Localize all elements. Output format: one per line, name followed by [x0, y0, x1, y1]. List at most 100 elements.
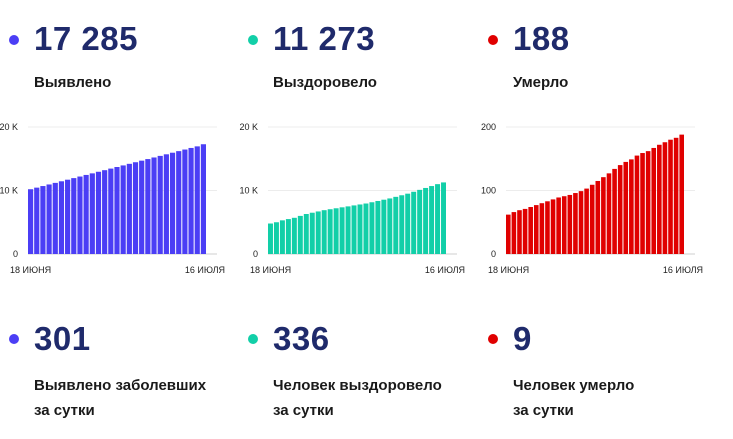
detected-bar	[169, 152, 176, 254]
died-bar	[640, 153, 645, 254]
recovered-bar	[351, 205, 357, 254]
died-bar	[634, 155, 640, 254]
recovered-x-start-label: 18 ИЮНЯ	[250, 265, 291, 275]
recovered-bar	[375, 200, 381, 254]
detected-bar	[151, 157, 157, 254]
died-bar	[556, 197, 561, 254]
died-bar	[550, 199, 556, 254]
detected-bar	[163, 154, 169, 254]
detected-bar	[114, 167, 120, 254]
recovered-bar	[327, 209, 333, 254]
died-bar	[589, 184, 595, 254]
detected-bar	[83, 174, 89, 254]
recovered-bar	[387, 198, 393, 254]
recovered-bar	[273, 222, 279, 254]
died-bar	[606, 173, 612, 254]
daily-detected-line1: Выявлено заболевших	[34, 377, 207, 394]
died-bar	[539, 203, 545, 254]
recovered-bar	[363, 203, 369, 254]
detected-x-start-label: 18 ИЮНЯ	[10, 265, 51, 275]
detected-bar	[95, 171, 102, 254]
detected-bar	[108, 168, 114, 254]
recovered-bar	[429, 186, 435, 254]
recovered-label: Выздоровело	[273, 74, 377, 91]
died-bar	[645, 151, 651, 254]
daily-detected-dot	[9, 334, 19, 344]
recovered-bar	[411, 191, 417, 254]
recovered-bar	[381, 199, 387, 254]
detected-bar	[34, 187, 40, 254]
died-bar	[629, 159, 634, 254]
recovered-bar	[393, 196, 399, 254]
daily-died-value: 9	[513, 320, 532, 357]
recovered-bar	[297, 215, 303, 254]
died-bar	[578, 191, 584, 254]
died-bar	[679, 134, 684, 254]
recovered-ytick-label: 10 K	[239, 186, 258, 196]
daily-detected-label: Выявлено заболевших за сутки	[34, 373, 206, 423]
recovered-bar	[399, 195, 405, 254]
detected-ytick-label: 10 K	[0, 186, 18, 196]
detected-bar	[40, 186, 46, 254]
daily-detected-line2: за сутки	[34, 402, 95, 419]
detected-bar	[176, 151, 182, 254]
recovered-bar	[345, 206, 351, 255]
detected-bar	[58, 181, 65, 254]
died-ytick-label: 200	[481, 122, 496, 132]
recovered-dot	[248, 35, 258, 45]
detected-bar	[77, 176, 83, 254]
died-bar	[595, 180, 601, 254]
died-bar	[623, 161, 629, 254]
died-bar	[567, 194, 573, 254]
recovered-chart: 0 10 K 20 K 18 ИЮНЯ 16 ИЮЛЯ	[239, 122, 465, 275]
detected-bar	[52, 182, 58, 254]
daily-recovered-line1: Человек выздоровело	[273, 377, 442, 394]
detected-bar	[132, 162, 139, 254]
died-bar	[673, 137, 679, 254]
recovered-bar	[435, 184, 441, 254]
died-bar	[517, 210, 522, 254]
recovered-bar	[357, 204, 363, 254]
died-total: 188	[513, 20, 570, 57]
recovered-bar	[405, 193, 411, 254]
died-bar	[533, 205, 539, 254]
recovered-x-end-label: 16 ИЮЛЯ	[425, 265, 465, 275]
detected-bar	[200, 144, 206, 254]
recovered-bar	[339, 207, 345, 254]
recovered-bar	[303, 214, 309, 254]
recovered-bar	[333, 208, 339, 254]
died-x-start-label: 18 ИЮНЯ	[488, 265, 529, 275]
detected-bar	[89, 173, 95, 254]
recovered-bar	[441, 182, 446, 254]
detected-ytick-label: 0	[13, 249, 18, 259]
recovered-ytick-label: 20 K	[239, 122, 258, 132]
died-ytick-label: 100	[481, 186, 496, 196]
recovered-bar	[268, 223, 273, 254]
detected-bar	[182, 149, 188, 254]
died-bar	[662, 142, 668, 254]
recovered-bar	[315, 211, 321, 254]
died-label: Умерло	[513, 74, 569, 91]
daily-recovered-dot	[248, 334, 258, 344]
died-bar	[511, 212, 517, 254]
daily-died-label: Человек умерло за сутки	[513, 373, 634, 423]
died-bar	[528, 207, 533, 254]
detected-total: 17 285	[34, 20, 138, 57]
detected-dot	[9, 35, 19, 45]
daily-recovered-label: Человек выздоровело за сутки	[273, 373, 442, 423]
detected-bar	[102, 170, 108, 254]
died-bar	[612, 168, 617, 254]
died-dot	[488, 35, 498, 45]
recovered-bar	[291, 217, 297, 254]
died-bar	[657, 144, 662, 254]
died-bar	[545, 201, 550, 254]
daily-detected-value: 301	[34, 320, 91, 357]
detected-bar	[145, 159, 151, 254]
detected-chart: 0 10 K 20 K 18 ИЮНЯ 16 ИЮЛЯ	[0, 122, 225, 275]
died-bar	[506, 214, 511, 254]
recovered-bar	[321, 210, 327, 254]
detected-bar	[188, 147, 194, 254]
recovered-bar	[285, 219, 291, 254]
died-bar	[617, 165, 623, 254]
recovered-bar	[279, 220, 285, 254]
